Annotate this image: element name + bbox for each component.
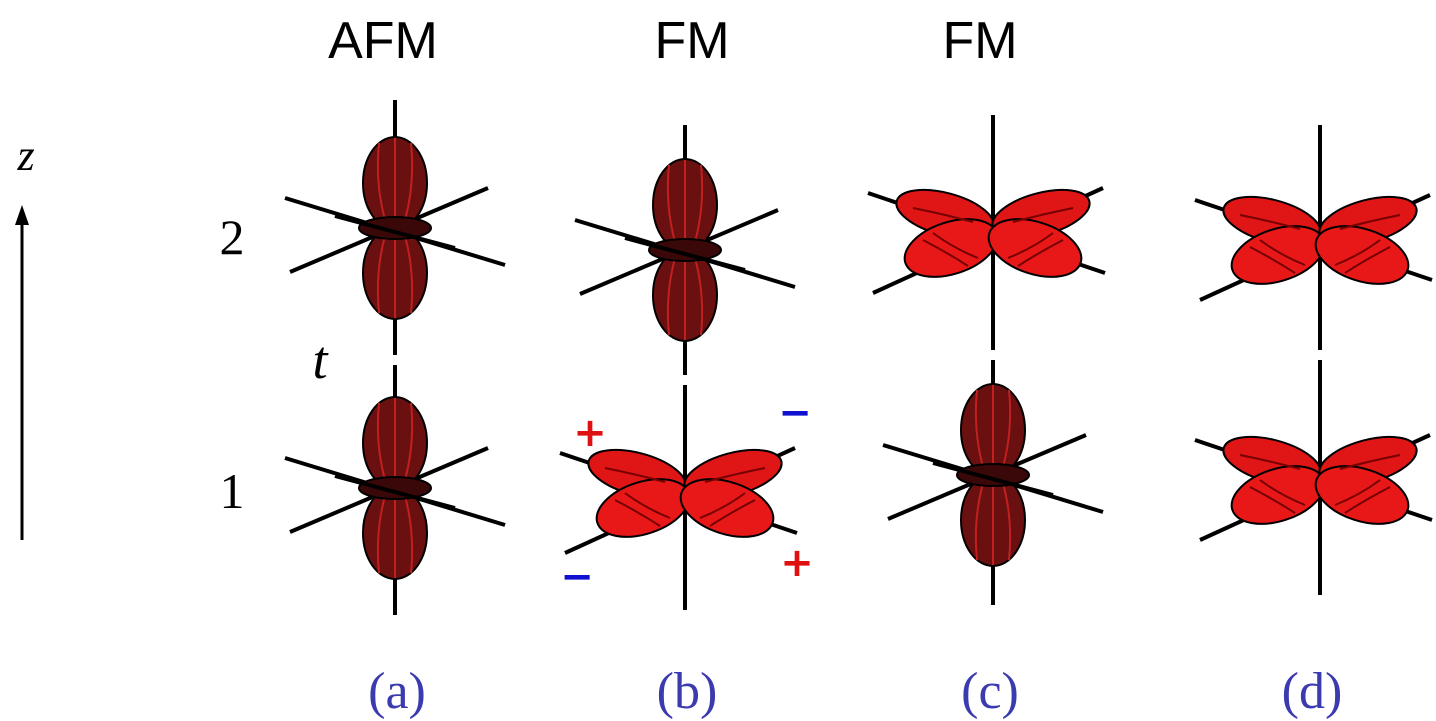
dz2-orbital: [285, 397, 505, 579]
dz2-orbital: [285, 137, 505, 319]
phase-sign: −: [560, 554, 594, 600]
phase-sign: +: [780, 540, 814, 586]
dz2-orbital: [575, 159, 795, 341]
panel-label: (b): [657, 663, 718, 720]
column-title: FM: [654, 12, 729, 70]
hopping-label: t: [312, 330, 329, 390]
planar-orbital: [868, 181, 1105, 293]
dz2-orbital: [883, 384, 1103, 566]
site-label: 1: [220, 463, 245, 519]
orbital-diagram: AFM FM FM z 2 1 t + − − + (a) (b) (c) (d…: [0, 0, 1436, 721]
column-title: FM: [942, 12, 1017, 70]
axis-label: z: [16, 131, 34, 180]
panel-label: (d): [1282, 663, 1343, 720]
z-arrowhead: [15, 205, 29, 225]
column-title: AFM: [328, 12, 438, 70]
phase-sign: −: [778, 390, 812, 436]
site-label: 2: [220, 209, 245, 265]
panel-label: (a): [368, 663, 426, 720]
planar-orbital: [1195, 188, 1432, 300]
panel-label: (c): [961, 663, 1019, 720]
planar-orbital: [560, 441, 797, 553]
planar-orbital: [1195, 428, 1432, 540]
phase-sign: +: [573, 410, 607, 456]
